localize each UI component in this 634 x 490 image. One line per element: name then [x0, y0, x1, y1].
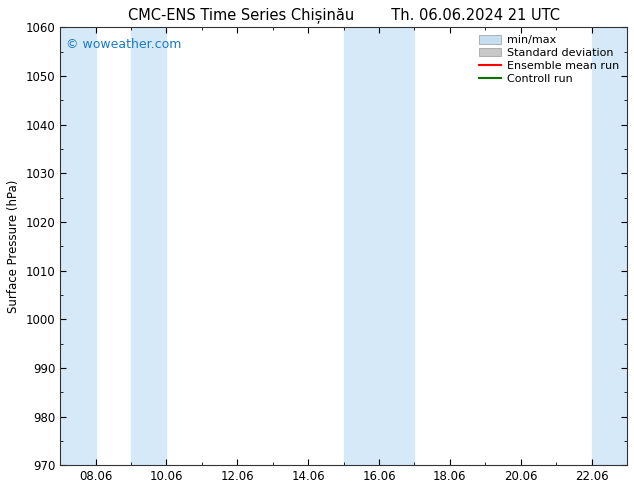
Text: © woweather.com: © woweather.com: [66, 38, 181, 51]
Bar: [344, 27, 415, 465]
Bar: [60, 27, 96, 465]
Bar: [131, 27, 166, 465]
Title: CMC-ENS Time Series Chișinău        Th. 06.06.2024 21 UTC: CMC-ENS Time Series Chișinău Th. 06.06.2…: [127, 7, 560, 23]
Bar: [592, 27, 627, 465]
Y-axis label: Surface Pressure (hPa): Surface Pressure (hPa): [7, 179, 20, 313]
Legend: min/max, Standard deviation, Ensemble mean run, Controll run: min/max, Standard deviation, Ensemble me…: [477, 33, 621, 86]
